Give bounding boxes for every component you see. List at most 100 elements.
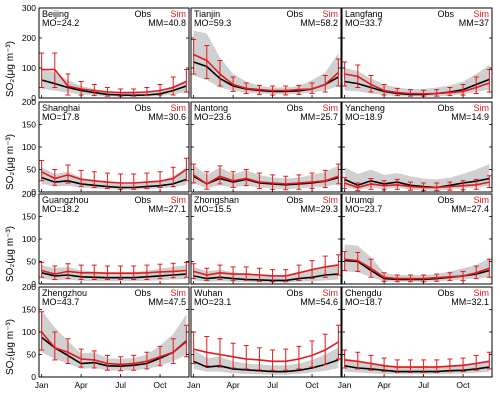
x-tick-label: Jul: [418, 380, 429, 390]
mm-label: MM=40.8: [148, 18, 186, 28]
y-tick-label: 150: [22, 120, 36, 130]
y-tick-label: 100: [22, 63, 36, 73]
obs-line: [344, 365, 490, 373]
x-tick-label: Apr: [74, 380, 87, 390]
mo-label: MO=17.8: [42, 112, 79, 122]
mm-label: MM=47.5: [148, 297, 186, 307]
panel-title: Shanghai: [42, 103, 80, 113]
obs-line: [193, 175, 339, 186]
obs-line: [41, 336, 187, 368]
mo-label: MO=18.2: [42, 204, 79, 214]
x-tick-label: Jan: [187, 380, 201, 390]
mm-label: MM=37: [459, 18, 489, 28]
legend-sim-label: Sim: [474, 195, 490, 205]
sim-line: [41, 68, 187, 94]
obs-line: [344, 177, 490, 189]
legend-sim-label: Sim: [474, 103, 490, 113]
sim-line: [193, 341, 339, 363]
y-tick-label: 150: [22, 305, 36, 315]
mo-label: MO=23.6: [194, 112, 231, 122]
y-tick-label: 200: [22, 189, 36, 199]
legend-sim-label: Sim: [171, 103, 187, 113]
obs-range-band: [193, 30, 339, 95]
mo-label: MO=23.1: [194, 297, 231, 307]
y-tick-label: 0: [31, 372, 36, 382]
panel-title: Zhongshan: [194, 195, 239, 205]
sim-line: [344, 359, 490, 368]
mo-label: MO=33.7: [345, 18, 382, 28]
y-tick-label: 100: [22, 142, 36, 152]
panel-title: Beijing: [42, 9, 69, 19]
legend-obs-label: Obs: [134, 9, 151, 19]
sim-line: [193, 264, 339, 277]
mo-label: MO=43.7: [42, 297, 79, 307]
y-tick-label: 50: [27, 350, 37, 360]
mm-label: MM=54.6: [300, 297, 338, 307]
obs-range-band: [41, 310, 187, 371]
panel-title: Zhengzhou: [42, 288, 87, 298]
sim-line: [41, 269, 187, 275]
legend-sim-label: Sim: [171, 9, 187, 19]
mm-label: MM=14.9: [451, 112, 489, 122]
mo-label: MO=15.5: [194, 204, 231, 214]
y-tick-label: 0: [31, 279, 36, 289]
panel-frame: [341, 7, 493, 99]
legend-sim-label: Sim: [323, 195, 339, 205]
legend-sim-label: Sim: [171, 195, 187, 205]
legend-sim-label: Sim: [323, 103, 339, 113]
panel-title: Langfang: [345, 9, 383, 19]
panel-frame: [190, 7, 342, 99]
x-tick-label: Oct: [456, 380, 470, 390]
panel-title: Guangzhou: [42, 195, 89, 205]
legend-obs-label: Obs: [286, 9, 303, 19]
x-tick-label: Jan: [338, 380, 352, 390]
mo-label: MO=23.7: [345, 204, 382, 214]
legend-obs-label: Obs: [134, 288, 151, 298]
legend-sim-label: Sim: [171, 288, 187, 298]
y-tick-label: 50: [27, 257, 37, 267]
obs-line: [41, 176, 187, 189]
mm-label: MM=27.4: [451, 204, 489, 214]
mm-label: MM=58.2: [300, 18, 338, 28]
x-tick-label: Oct: [153, 380, 167, 390]
panel-title: Wuhan: [194, 288, 222, 298]
mo-label: MO=18.7: [345, 297, 382, 307]
x-tick-label: Jan: [35, 380, 49, 390]
mm-label: MM=27.1: [148, 204, 186, 214]
x-tick-label: Jul: [115, 380, 126, 390]
legend-obs-label: Obs: [437, 288, 454, 298]
y-tick-label: 0: [31, 93, 36, 103]
panel-frame: [38, 7, 190, 99]
panel-title: Yancheng: [345, 103, 385, 113]
sim-line: [344, 73, 490, 95]
y-axis-label-row-1: SO₂(μg m⁻³): [5, 41, 16, 97]
y-axis-label-row-2: SO₂(μg m⁻³): [5, 134, 16, 190]
mm-label: MM=25.7: [300, 112, 338, 122]
legend-obs-label: Obs: [134, 103, 151, 113]
x-tick-label: Jul: [267, 380, 278, 390]
legend-sim-label: Sim: [323, 288, 339, 298]
legend-obs-label: Obs: [437, 103, 454, 113]
obs-range-band: [41, 167, 187, 190]
mo-label: MO=24.2: [42, 18, 79, 28]
y-tick-label: 100: [22, 234, 36, 244]
sim-line: [41, 168, 187, 184]
legend-obs-label: Obs: [134, 195, 151, 205]
x-tick-label: Apr: [377, 380, 390, 390]
legend-sim-label: Sim: [474, 288, 490, 298]
y-axis-label-row-4: SO₂(μg m⁻³): [5, 319, 16, 375]
mo-label: MO=18.9: [345, 112, 382, 122]
mo-label: MO=59.3: [194, 18, 231, 28]
panel-title: Nantong: [194, 103, 228, 113]
y-tick-label: 0: [31, 187, 36, 197]
x-tick-label: Oct: [305, 380, 319, 390]
mm-label: MM=30.6: [148, 112, 186, 122]
